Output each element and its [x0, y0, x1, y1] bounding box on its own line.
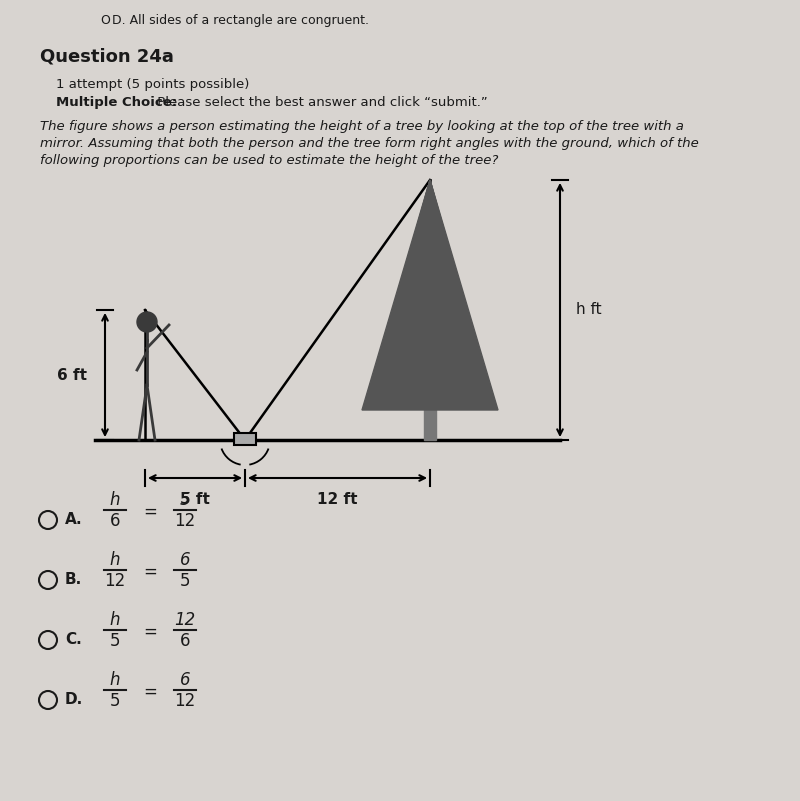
Bar	[234, 433, 256, 445]
Polygon shape	[424, 402, 436, 440]
Text: =: =	[143, 563, 157, 581]
Polygon shape	[362, 180, 498, 410]
Text: 1 attempt (5 points possible): 1 attempt (5 points possible)	[56, 78, 250, 91]
Text: 6: 6	[180, 632, 190, 650]
Text: 6: 6	[180, 671, 190, 689]
Text: =: =	[143, 503, 157, 521]
Text: The figure shows a person estimating the height of a tree by looking at the top : The figure shows a person estimating the…	[40, 120, 684, 133]
Text: C.: C.	[65, 633, 82, 647]
Text: 12: 12	[174, 512, 196, 530]
Text: 12: 12	[174, 692, 196, 710]
Polygon shape	[388, 180, 472, 335]
Text: 6 ft: 6 ft	[57, 368, 87, 383]
Polygon shape	[412, 180, 448, 260]
Polygon shape	[375, 180, 485, 375]
Text: Question 24a: Question 24a	[40, 48, 174, 66]
Text: =: =	[143, 623, 157, 641]
Text: 12 ft: 12 ft	[318, 492, 358, 507]
Text: 5: 5	[110, 692, 120, 710]
Text: D. All sides of a rectangle are congruent.: D. All sides of a rectangle are congruen…	[112, 14, 369, 27]
Text: mirror. Assuming that both the person and the tree form right angles with the gr: mirror. Assuming that both the person an…	[40, 137, 698, 150]
Text: A.: A.	[65, 513, 82, 528]
Text: =: =	[143, 683, 157, 701]
Text: B.: B.	[65, 573, 82, 587]
Text: O: O	[100, 14, 110, 27]
Text: 6: 6	[180, 551, 190, 569]
Text: h: h	[110, 491, 120, 509]
Text: 5 ft: 5 ft	[180, 492, 210, 507]
Text: 5: 5	[180, 572, 190, 590]
Text: Please select the best answer and click “submit.”: Please select the best answer and click …	[153, 96, 488, 109]
Text: h: h	[110, 671, 120, 689]
Text: 5: 5	[180, 491, 190, 509]
Text: D.: D.	[65, 693, 83, 707]
Circle shape	[137, 312, 157, 332]
Text: h ft: h ft	[576, 303, 602, 317]
Text: Multiple Choice:: Multiple Choice:	[56, 96, 177, 109]
Text: 5: 5	[110, 632, 120, 650]
Text: following proportions can be used to estimate the height of the tree?: following proportions can be used to est…	[40, 154, 498, 167]
Text: 12: 12	[174, 611, 196, 629]
Text: h: h	[110, 611, 120, 629]
Text: 12: 12	[104, 572, 126, 590]
Text: 6: 6	[110, 512, 120, 530]
Polygon shape	[400, 180, 460, 295]
Text: h: h	[110, 551, 120, 569]
